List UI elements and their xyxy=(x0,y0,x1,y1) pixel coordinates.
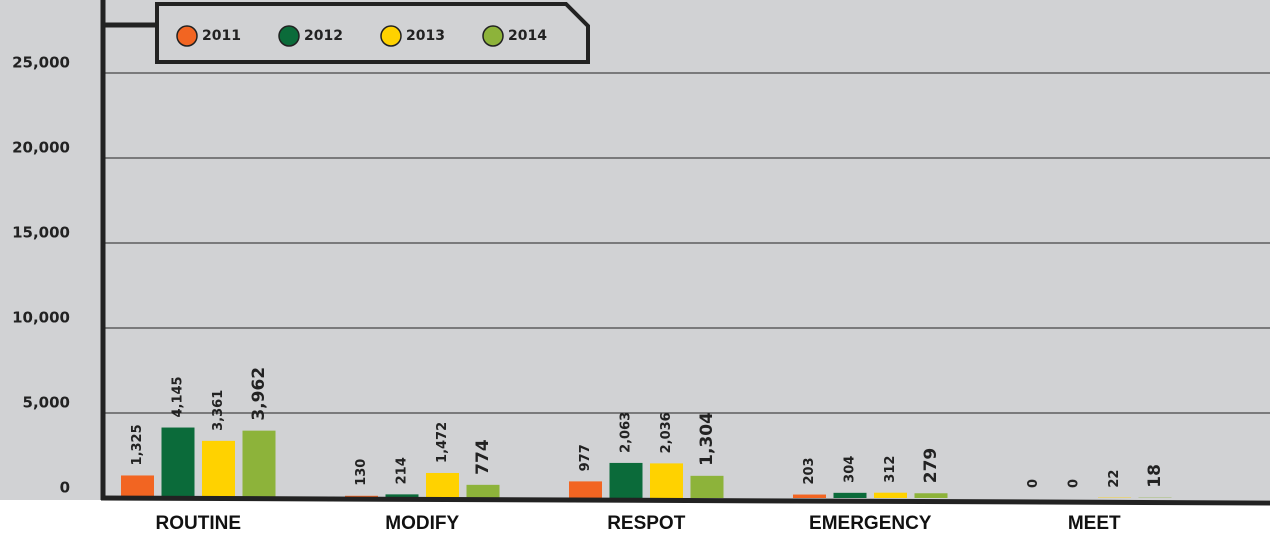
value-label: 22 xyxy=(1107,470,1122,488)
value-label: 214 xyxy=(395,457,410,484)
bar xyxy=(650,463,683,498)
bar xyxy=(161,427,195,498)
value-label: 312 xyxy=(883,456,898,483)
x-tick-label: MEET xyxy=(1068,513,1121,534)
bar xyxy=(202,440,235,498)
x-tick-label: ROUTINE xyxy=(156,513,242,534)
x-tick-label: RESPOT xyxy=(607,513,686,534)
legend-label: 2014 xyxy=(508,28,547,44)
value-label: 1,304 xyxy=(697,412,717,466)
value-label: 0 xyxy=(1067,479,1082,488)
value-label: 1,325 xyxy=(130,424,145,465)
x-tick-label: MODIFY xyxy=(385,513,459,534)
y-tick-label: 15,000 xyxy=(12,224,70,242)
legend-swatch xyxy=(278,25,300,47)
legend-label: 2012 xyxy=(304,28,343,44)
legend-label: 2013 xyxy=(406,28,445,44)
value-label: 279 xyxy=(921,448,941,484)
bar xyxy=(793,494,826,498)
legend-swatch xyxy=(380,25,402,47)
legend-box xyxy=(155,2,590,64)
value-label: 0 xyxy=(1026,479,1041,488)
y-tick-label: 5,000 xyxy=(23,394,70,412)
value-label: 977 xyxy=(578,444,593,471)
x-tick-label: EMERGENCY xyxy=(809,513,932,534)
y-tick-label: 20,000 xyxy=(12,139,70,157)
bar xyxy=(690,475,724,498)
legend-swatch xyxy=(482,25,504,47)
legend-swatch xyxy=(176,25,198,47)
bar xyxy=(914,493,948,498)
bar xyxy=(242,430,276,498)
bar xyxy=(121,475,154,498)
bar xyxy=(833,492,867,498)
x-axis xyxy=(100,495,1270,506)
bar xyxy=(426,472,459,498)
plot-background xyxy=(0,0,1270,500)
bar xyxy=(569,481,602,498)
y-tick-label: 0 xyxy=(60,479,70,497)
value-label: 18 xyxy=(1145,464,1165,488)
value-label: 2,036 xyxy=(659,412,674,453)
value-label: 203 xyxy=(802,457,817,484)
value-label: 304 xyxy=(843,456,858,483)
value-label: 3,361 xyxy=(211,390,226,431)
bar xyxy=(385,494,419,498)
value-label: 2,063 xyxy=(619,412,634,453)
value-label: 774 xyxy=(473,439,493,475)
value-label: 3,962 xyxy=(249,367,269,421)
bar xyxy=(609,462,643,498)
bar xyxy=(874,492,907,498)
y-tick-label: 25,000 xyxy=(12,54,70,72)
value-label: 1,472 xyxy=(435,422,450,463)
bar xyxy=(466,484,500,498)
y-tick-label: 10,000 xyxy=(12,309,70,327)
value-label: 130 xyxy=(354,459,369,486)
legend-label: 2011 xyxy=(202,28,241,44)
value-label: 4,145 xyxy=(171,376,186,417)
